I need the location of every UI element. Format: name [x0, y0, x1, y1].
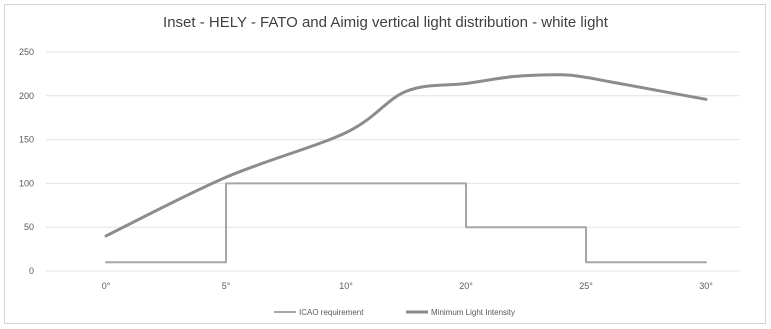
y-tick-label: 50 — [24, 222, 34, 232]
series-group — [104, 73, 708, 264]
y-tick-label: 200 — [19, 91, 34, 101]
x-tick-label: 5° — [222, 281, 231, 291]
x-tick-label: 20° — [459, 281, 473, 291]
x-axis-ticks: 0° 5° 10° 20° 25° 30° — [102, 281, 714, 291]
y-tick-label: 0 — [29, 266, 34, 276]
chart-title: Inset - HELY - FATO and Aimig vertical l… — [163, 14, 608, 31]
x-tick-label: 10° — [339, 281, 353, 291]
legend-label: Minimum Light Intensity — [431, 308, 515, 317]
x-tick-label: 25° — [579, 281, 593, 291]
y-axis-ticks: 0 50 100 150 200 250 — [19, 47, 34, 276]
legend: ICAO requirement Minimum Light Intensity — [274, 308, 515, 317]
x-tick-label: 30° — [699, 281, 713, 291]
y-tick-label: 150 — [19, 135, 34, 145]
series-line-0 — [105, 182, 707, 264]
y-tick-label: 250 — [19, 47, 34, 57]
y-tick-label: 100 — [19, 178, 34, 188]
grid-lines — [46, 51, 740, 272]
x-tick-label: 0° — [102, 281, 111, 291]
legend-label: ICAO requirement — [299, 308, 364, 317]
series-line-1 — [104, 73, 708, 238]
